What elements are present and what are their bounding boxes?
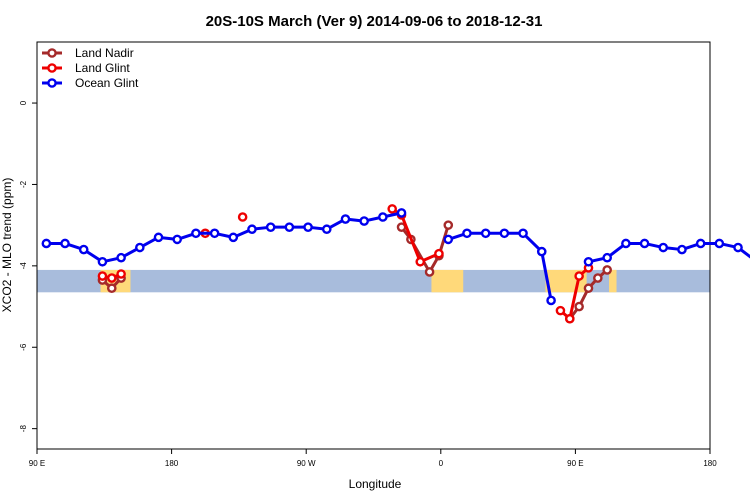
legend-item-land-nadir: Land Nadir <box>42 46 134 60</box>
land-ocean-band <box>37 269 710 293</box>
ocean-glint-point <box>621 238 631 249</box>
ocean-glint-point <box>359 216 369 226</box>
ocean-glint-point <box>135 242 145 253</box>
legend-label: Land Glint <box>75 61 130 75</box>
land-glint-point <box>555 305 566 316</box>
land-glint-point <box>387 204 397 214</box>
land-nadir-point <box>424 267 435 277</box>
ocean-glint-point <box>97 256 108 267</box>
ocean-glint-point <box>209 228 220 239</box>
ocean-glint-point <box>247 224 257 235</box>
ocean-glint-point <box>172 234 183 245</box>
ocean-glint-point <box>265 222 276 232</box>
legend-marker <box>47 78 57 88</box>
y-tick-label: -4 <box>19 262 28 270</box>
ocean-glint-point <box>583 256 594 267</box>
y-tick-label: -8 <box>19 425 28 433</box>
ocean-glint-point <box>228 232 239 243</box>
land-band <box>609 269 617 293</box>
ocean-glint-point <box>443 234 454 245</box>
y-tick-label: -2 <box>19 180 28 188</box>
ocean-glint-point <box>499 228 510 239</box>
ocean-glint-point <box>602 252 612 263</box>
ocean-glint-point <box>191 228 201 239</box>
x-tick-label: 90 E <box>567 459 583 468</box>
series-land-glint <box>97 204 594 324</box>
land-glint-point <box>564 313 575 324</box>
ocean-glint-point <box>153 232 164 243</box>
ocean-glint-point <box>340 214 351 224</box>
x-tick-label: 90 W <box>297 459 316 468</box>
x-tick-label: 90 E <box>29 459 45 468</box>
x-tick-label: 180 <box>703 459 717 468</box>
land-glint-point <box>237 212 248 222</box>
ocean-band <box>37 269 710 293</box>
ocean-glint-point <box>41 238 52 249</box>
land-glint-line <box>559 266 590 321</box>
ocean-glint-point <box>284 222 295 232</box>
ocean-glint-point <box>303 222 313 232</box>
ocean-glint-line <box>588 241 750 264</box>
land-nadir-point <box>106 283 117 294</box>
land-glint-point <box>574 271 584 281</box>
legend-marker <box>47 63 57 73</box>
ocean-glint-point <box>733 242 743 253</box>
series-lines <box>41 204 750 324</box>
x-axis-label: Longitude <box>349 477 402 491</box>
ocean-glint-point <box>480 228 491 239</box>
ocean-glint-point <box>378 212 388 222</box>
axis-ticks: 90 E 180 90 W 0 90 E 180 0 -2 -4 -6 -8 <box>19 100 717 468</box>
land-nadir-point <box>593 273 603 283</box>
ocean-glint-point <box>639 238 650 249</box>
chart-title: 20S-10S March (Ver 9) 2014-09-06 to 2018… <box>206 13 543 30</box>
ocean-glint-point <box>518 228 528 239</box>
ocean-glint-point <box>695 238 706 249</box>
y-axis-label: XCO2 - MLO trend (ppm) <box>0 178 14 313</box>
ocean-glint-point <box>396 208 407 218</box>
land-nadir-point <box>443 220 454 230</box>
ocean-glint-point <box>321 224 332 235</box>
legend-marker <box>47 48 57 58</box>
land-glint-point <box>97 271 108 281</box>
land-glint-point <box>116 269 126 279</box>
plot-frame <box>36 41 711 450</box>
ocean-glint-point <box>78 244 89 255</box>
ocean-glint-point <box>714 238 725 249</box>
legend-item-ocean-glint: Ocean Glint <box>42 76 139 90</box>
land-glint-point <box>106 273 117 283</box>
ocean-glint-point <box>116 252 126 263</box>
x-tick-label: 0 <box>439 459 444 468</box>
ocean-glint-point <box>60 238 70 249</box>
y-tick-label: 0 <box>19 100 28 105</box>
ocean-glint-point <box>546 295 556 306</box>
legend-item-land-glint: Land Glint <box>42 61 130 75</box>
legend-label: Land Nadir <box>75 46 134 60</box>
land-glint-point <box>434 248 444 259</box>
land-nadir-point <box>583 283 594 294</box>
land-nadir-point <box>602 265 612 275</box>
ocean-glint-point <box>658 242 669 253</box>
land-band <box>431 269 464 293</box>
legend-label: Ocean Glint <box>75 76 139 90</box>
land-glint-point <box>415 256 426 267</box>
ocean-glint-point <box>677 244 687 255</box>
land-nadir-point <box>574 301 584 312</box>
series-ocean-glint <box>41 208 750 306</box>
ocean-glint-point <box>536 246 547 257</box>
ocean-glint-point <box>462 228 472 239</box>
y-tick-label: -6 <box>19 343 28 351</box>
x-tick-label: 180 <box>165 459 179 468</box>
